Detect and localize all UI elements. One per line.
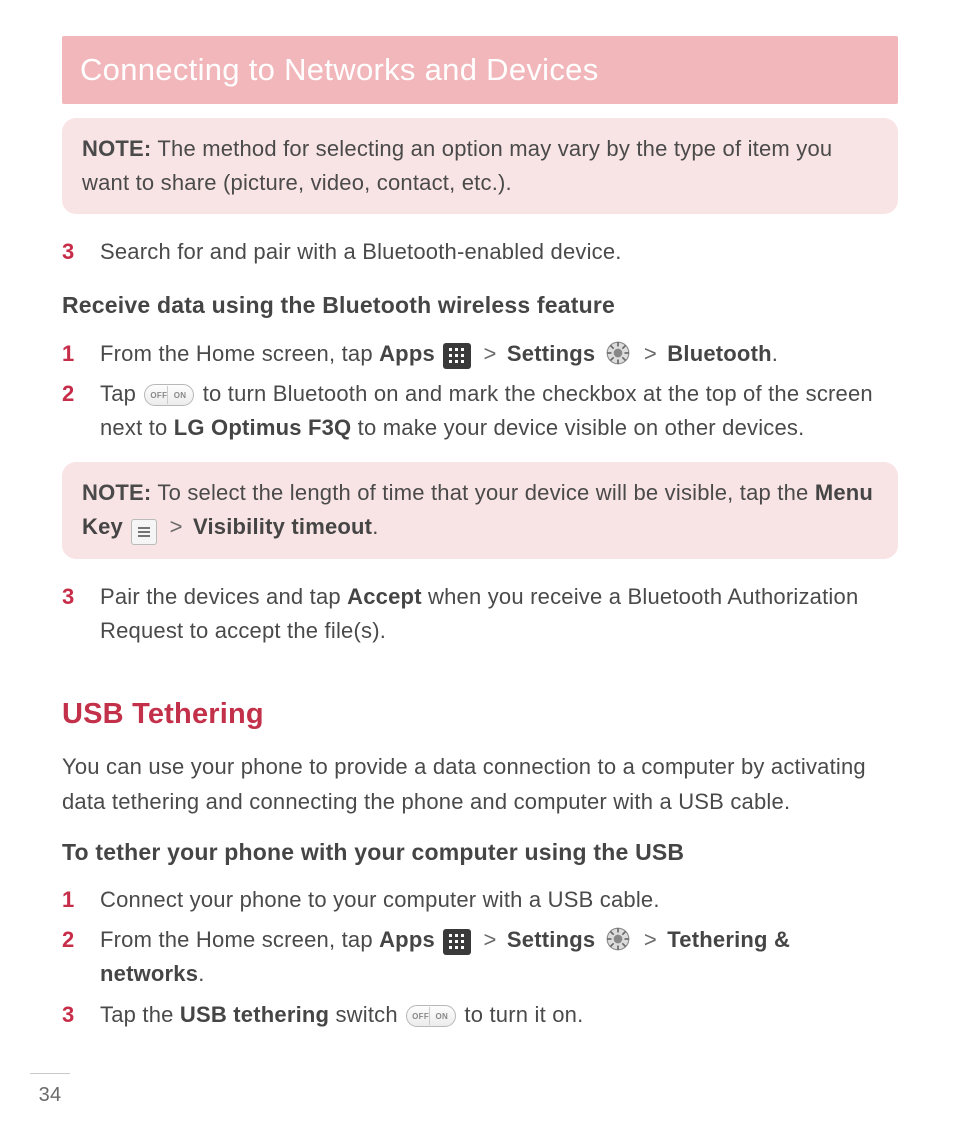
- list-item: 2 Tap OFFON to turn Bluetooth on and mar…: [62, 374, 898, 448]
- note-text: The method for selecting an option may v…: [82, 136, 832, 195]
- accept-label: Accept: [347, 584, 422, 609]
- switch-off-label: OFF: [150, 385, 167, 407]
- device-name: LG Optimus F3Q: [174, 415, 352, 440]
- bluetooth-label: Bluetooth: [667, 341, 771, 366]
- text: .: [772, 341, 778, 366]
- step-text: Search for and pair with a Bluetooth-ena…: [100, 235, 898, 269]
- step-body: Tap the USB tethering switch OFF ON to tu…: [100, 998, 898, 1032]
- step-body: Pair the devices and tap Accept when you…: [100, 580, 898, 648]
- note-label: NOTE:: [82, 136, 151, 161]
- section-heading-usb-tethering: USB Tethering: [62, 692, 898, 737]
- separator: >: [480, 927, 507, 952]
- switch-on-label: ON: [436, 1006, 449, 1028]
- step-number: 1: [62, 883, 78, 917]
- separator: >: [480, 341, 507, 366]
- list-item: 3 Search for and pair with a Bluetooth-e…: [62, 232, 898, 272]
- text: From the Home screen, tap: [100, 341, 379, 366]
- note-box-visibility: NOTE: To select the length of time that …: [62, 462, 898, 559]
- settings-label: Settings: [507, 341, 595, 366]
- list-item: 3 Tap the USB tethering switch OFF ON to …: [62, 995, 898, 1035]
- apps-icon: [443, 929, 471, 955]
- settings-icon: [604, 925, 632, 953]
- step-body: From the Home screen, tap Apps > Setting…: [100, 923, 898, 991]
- step-number: 1: [62, 337, 78, 371]
- apps-label: Apps: [379, 927, 435, 952]
- step-body: From the Home screen, tap Apps > Setting…: [100, 337, 898, 371]
- text: switch: [329, 1002, 404, 1027]
- text: to turn it on.: [458, 1002, 583, 1027]
- subheading-tether-usb: To tether your phone with your computer …: [62, 835, 898, 871]
- separator: >: [166, 514, 193, 539]
- text: Tap the: [100, 1002, 180, 1027]
- list-item: 1 Connect your phone to your computer wi…: [62, 880, 898, 920]
- steps-receive-bluetooth: 1 From the Home screen, tap Apps > Setti…: [62, 334, 898, 448]
- text: .: [198, 961, 204, 986]
- separator: >: [640, 927, 667, 952]
- settings-label: Settings: [507, 927, 595, 952]
- step-number: 3: [62, 235, 78, 269]
- note-box-share-method: NOTE: The method for selecting an option…: [62, 118, 898, 214]
- toggle-switch-icon: OFF ON: [144, 384, 194, 406]
- menu-key-icon: [131, 519, 157, 545]
- tethering-intro: You can use your phone to provide a data…: [62, 750, 898, 818]
- separator: >: [640, 341, 667, 366]
- usb-tethering-label: USB tethering: [180, 1002, 329, 1027]
- steps-tether-usb: 1 Connect your phone to your computer wi…: [62, 880, 898, 1034]
- note-label: NOTE:: [82, 480, 151, 505]
- visibility-timeout-label: Visibility timeout: [193, 514, 372, 539]
- text: .: [372, 514, 378, 539]
- step-number: 2: [62, 923, 78, 957]
- page-title: Connecting to Networks and Devices: [80, 52, 599, 87]
- text: From the Home screen, tap: [100, 927, 379, 952]
- settings-icon: [604, 339, 632, 367]
- list-item: 2 From the Home screen, tap Apps > Setti…: [62, 920, 898, 994]
- subheading-receive-bluetooth: Receive data using the Bluetooth wireles…: [62, 288, 898, 324]
- toggle-switch-icon: OFF ON: [406, 1005, 456, 1027]
- switch-on-label: ON: [174, 385, 187, 407]
- step-number: 2: [62, 377, 78, 411]
- step-body: Tap OFFON to turn Bluetooth on and mark …: [100, 377, 898, 445]
- apps-icon: [443, 343, 471, 369]
- text: Pair the devices and tap: [100, 584, 347, 609]
- list-item: 1 From the Home screen, tap Apps > Setti…: [62, 334, 898, 374]
- text: To select the length of time that your d…: [151, 480, 814, 505]
- steps-receive-bluetooth-cont: 3 Pair the devices and tap Accept when y…: [62, 577, 898, 651]
- page-number: 34: [30, 1073, 70, 1111]
- step-number: 3: [62, 998, 78, 1032]
- text: Tap: [100, 381, 142, 406]
- switch-off-label: OFF: [412, 1006, 429, 1028]
- list-item: 3 Pair the devices and tap Accept when y…: [62, 577, 898, 651]
- step-number: 3: [62, 580, 78, 614]
- steps-continued: 3 Search for and pair with a Bluetooth-e…: [62, 232, 898, 272]
- apps-label: Apps: [379, 341, 435, 366]
- page-title-banner: Connecting to Networks and Devices: [62, 36, 898, 104]
- text: to make your device visible on other dev…: [351, 415, 804, 440]
- step-text: Connect your phone to your computer with…: [100, 883, 898, 917]
